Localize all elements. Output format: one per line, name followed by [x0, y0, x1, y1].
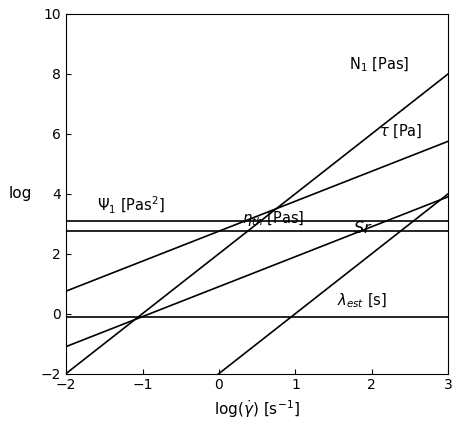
Text: $\Psi_1$ [Pas$^2$]: $\Psi_1$ [Pas$^2$]	[97, 195, 165, 216]
Text: $\mathit{Sr}$: $\mathit{Sr}$	[353, 220, 372, 237]
Y-axis label: log: log	[8, 186, 32, 201]
Text: $\tau$ [Pa]: $\tau$ [Pa]	[379, 122, 423, 140]
Text: $\eta_{th}$ [Pas]: $\eta_{th}$ [Pas]	[242, 209, 304, 228]
Text: N$_1$ [Pas]: N$_1$ [Pas]	[349, 55, 409, 74]
X-axis label: log($\dot{\gamma}$) [s$^{-1}$]: log($\dot{\gamma}$) [s$^{-1}$]	[214, 398, 300, 420]
Text: $\lambda_{est}$ [s]: $\lambda_{est}$ [s]	[337, 291, 387, 310]
